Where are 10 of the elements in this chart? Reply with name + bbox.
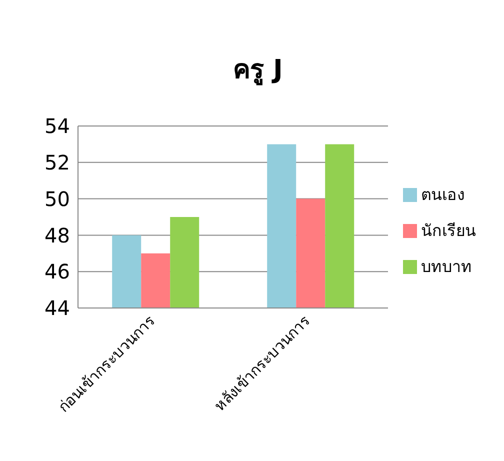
y-tick-label: 44	[44, 296, 70, 320]
legend-label: ตนเอง	[421, 184, 465, 204]
y-tick-label: 48	[44, 223, 70, 248]
legend-label: บทบาท	[421, 256, 472, 276]
legend-label: นักเรียน	[421, 220, 476, 240]
y-tick-label: 54	[44, 114, 70, 138]
y-tick-label: 50	[44, 186, 70, 211]
y-tick-label: 46	[44, 260, 70, 284]
chart-title: ครู J	[232, 54, 284, 88]
y-tick-label: 52	[44, 150, 70, 174]
